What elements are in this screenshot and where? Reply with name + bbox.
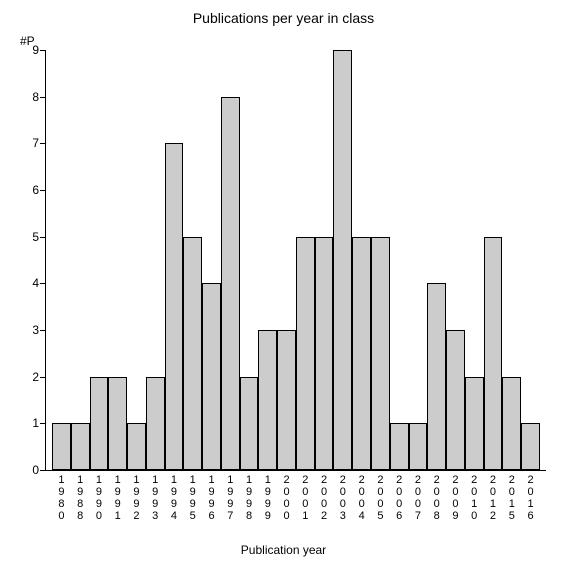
x-tick-label: 2 0 0 3 <box>340 474 346 522</box>
y-tick-label: 2 <box>21 370 39 384</box>
x-tick-label: 1 9 9 4 <box>171 474 177 522</box>
bar <box>108 377 127 470</box>
y-tick-label: 1 <box>21 416 39 430</box>
bar <box>390 423 409 470</box>
y-tick <box>40 470 46 471</box>
x-tick-label: 2 0 1 5 <box>509 474 515 522</box>
bar <box>52 423 71 470</box>
bar-slot: 1 9 9 6 <box>202 50 221 470</box>
bar-slot: 1 9 9 4 <box>165 50 184 470</box>
y-tick-label: 6 <box>21 183 39 197</box>
y-tick-label: 8 <box>21 90 39 104</box>
bar <box>446 330 465 470</box>
bar <box>183 237 202 470</box>
bar-slot: 1 9 9 2 <box>127 50 146 470</box>
bar <box>502 377 521 470</box>
y-tick-label: 3 <box>21 323 39 337</box>
bar <box>352 237 371 470</box>
bar-slot: 2 0 1 0 <box>465 50 484 470</box>
bar <box>146 377 165 470</box>
x-tick-label: 2 0 0 8 <box>434 474 440 522</box>
bar <box>127 423 146 470</box>
y-tick-label: 7 <box>21 136 39 150</box>
bar-slot: 1 9 9 8 <box>240 50 259 470</box>
bar <box>277 330 296 470</box>
bar-slot: 2 0 0 0 <box>277 50 296 470</box>
x-tick-label: 2 0 0 0 <box>284 474 290 522</box>
plot-area: 0123456789 1 9 8 01 9 8 81 9 9 01 9 9 11… <box>45 50 546 471</box>
x-tick-label: 1 9 9 5 <box>190 474 196 522</box>
x-tick-label: 1 9 9 3 <box>152 474 158 522</box>
bar-slot: 2 0 0 7 <box>409 50 428 470</box>
bar-slot: 2 0 0 2 <box>315 50 334 470</box>
y-tick-label: 0 <box>21 463 39 477</box>
bar <box>202 283 221 470</box>
bar-slot: 2 0 0 4 <box>352 50 371 470</box>
chart-title: Publications per year in class <box>0 10 567 26</box>
x-tick-label: 1 9 9 0 <box>96 474 102 522</box>
bar <box>333 50 352 470</box>
x-tick-label: 2 0 0 6 <box>396 474 402 522</box>
x-tick-label: 2 0 1 2 <box>490 474 496 522</box>
bar-slot: 2 0 0 1 <box>296 50 315 470</box>
x-tick-label: 1 9 9 9 <box>265 474 271 522</box>
bar <box>465 377 484 470</box>
bar <box>427 283 446 470</box>
x-tick-label: 2 0 0 5 <box>377 474 383 522</box>
x-tick-label: 2 0 0 9 <box>452 474 458 522</box>
x-tick-label: 1 9 9 2 <box>133 474 139 522</box>
bar-slot: 2 0 1 6 <box>521 50 540 470</box>
bar <box>71 423 90 470</box>
x-tick-label: 2 0 0 2 <box>321 474 327 522</box>
x-tick-label: 2 0 0 4 <box>359 474 365 522</box>
x-tick-label: 2 0 1 6 <box>527 474 533 522</box>
bar <box>521 423 540 470</box>
bar <box>165 143 184 470</box>
bar <box>409 423 428 470</box>
x-tick-label: 2 0 0 7 <box>415 474 421 522</box>
bar <box>221 97 240 470</box>
x-tick-label: 1 9 9 8 <box>246 474 252 522</box>
x-tick-label: 1 9 8 0 <box>58 474 64 522</box>
bar-slot: 1 9 9 3 <box>146 50 165 470</box>
bar <box>296 237 315 470</box>
bar-slot: 2 0 0 3 <box>333 50 352 470</box>
bar <box>258 330 277 470</box>
bars-group: 1 9 8 01 9 8 81 9 9 01 9 9 11 9 9 21 9 9… <box>46 50 546 470</box>
chart-container: Publications per year in class #P 012345… <box>0 0 567 567</box>
y-tick-label: 9 <box>21 43 39 57</box>
y-tick-label: 5 <box>21 230 39 244</box>
bar <box>484 237 503 470</box>
x-tick-label: 1 9 9 6 <box>208 474 214 522</box>
x-tick-label: 1 9 9 7 <box>227 474 233 522</box>
bar-slot: 2 0 1 5 <box>502 50 521 470</box>
bar <box>90 377 109 470</box>
bar <box>240 377 259 470</box>
x-tick-label: 2 0 1 0 <box>471 474 477 522</box>
bar-slot: 1 9 9 0 <box>90 50 109 470</box>
bar <box>371 237 390 470</box>
x-tick-label: 1 9 9 1 <box>115 474 121 522</box>
bar-slot: 2 0 0 5 <box>371 50 390 470</box>
bar-slot: 1 9 9 5 <box>183 50 202 470</box>
x-tick-label: 2 0 0 1 <box>302 474 308 522</box>
bar-slot: 2 0 0 9 <box>446 50 465 470</box>
x-axis-label: Publication year <box>0 543 567 557</box>
y-tick-label: 4 <box>21 276 39 290</box>
bar-slot: 2 0 0 8 <box>427 50 446 470</box>
bar-slot: 2 0 1 2 <box>484 50 503 470</box>
bar-slot: 1 9 8 0 <box>52 50 71 470</box>
x-tick-label: 1 9 8 8 <box>77 474 83 522</box>
bar-slot: 1 9 8 8 <box>71 50 90 470</box>
bar-slot: 2 0 0 6 <box>390 50 409 470</box>
bar-slot: 1 9 9 1 <box>108 50 127 470</box>
bar-slot: 1 9 9 9 <box>258 50 277 470</box>
bar <box>315 237 334 470</box>
bar-slot: 1 9 9 7 <box>221 50 240 470</box>
